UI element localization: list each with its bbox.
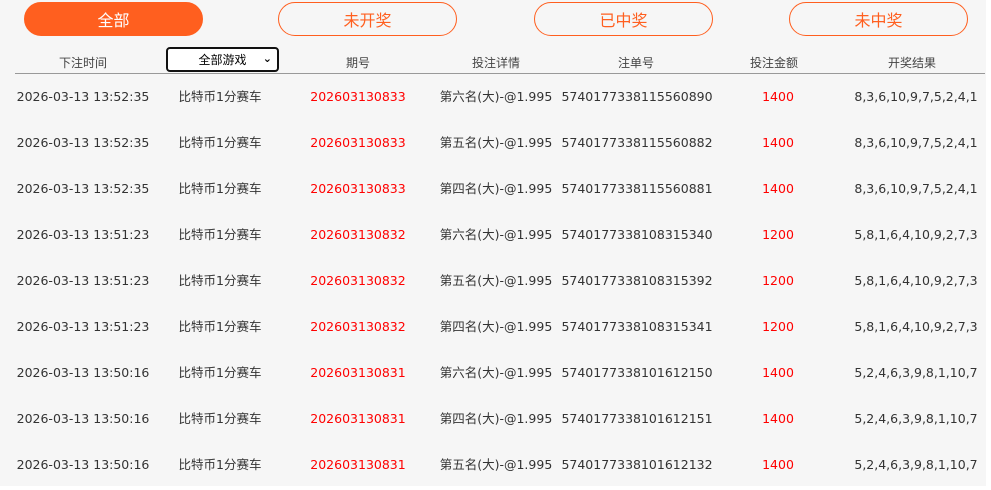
- cell-detail: 第六名(大)-@1.995: [439, 227, 553, 242]
- cell-order: 5740177338101612151: [561, 411, 713, 426]
- chevron-down-icon: ⌄: [262, 52, 272, 65]
- cell-detail: 第六名(大)-@1.995: [439, 365, 553, 380]
- cell-detail: 第四名(大)-@1.995: [439, 181, 553, 196]
- cell-order: 5740177338101612150: [561, 365, 713, 380]
- tab-pending[interactable]: 未开奖: [278, 2, 457, 36]
- table-row: 2026-03-13 13:51:23 比特币1分赛车 202603130832 第四…: [0, 304, 986, 350]
- cell-amount: 1400: [762, 89, 794, 104]
- cell-game: 比特币1分赛车: [178, 89, 262, 104]
- table-row: 2026-03-13 13:51:23 比特币1分赛车 202603130832 第五…: [0, 258, 986, 304]
- cell-detail: 第五名(大)-@1.995: [439, 135, 553, 150]
- cell-order: 5740177338108315392: [561, 273, 713, 288]
- cell-time: 2026-03-13 13:52:35: [16, 181, 150, 196]
- cell-period: 202603130831: [310, 411, 406, 426]
- header-result: 开奖结果: [887, 56, 937, 70]
- cell-period: 202603130833: [310, 89, 406, 104]
- cell-game: 比特币1分赛车: [178, 411, 262, 426]
- cell-detail: 第六名(大)-@1.995: [439, 89, 553, 104]
- table-row: 2026-03-13 13:52:35 比特币1分赛车 202603130833 第六…: [0, 74, 986, 120]
- cell-result: 5,8,1,6,4,10,9,2,7,3: [854, 227, 978, 242]
- cell-result: 8,3,6,10,9,7,5,2,4,1: [854, 135, 978, 150]
- cell-order: 5740177338115560882: [561, 135, 713, 150]
- cell-result: 5,2,4,6,3,9,8,1,10,7: [854, 457, 978, 472]
- cell-time: 2026-03-13 13:50:16: [16, 457, 150, 472]
- table-row: 2026-03-13 13:51:23 比特币1分赛车 202603130832 第六…: [0, 212, 986, 258]
- cell-period: 202603130832: [310, 227, 406, 242]
- cell-game: 比特币1分赛车: [178, 365, 262, 380]
- tab-lost[interactable]: 未中奖: [789, 2, 968, 36]
- cell-period: 202603130831: [310, 457, 406, 472]
- cell-amount: 1400: [762, 135, 794, 150]
- cell-amount: 1400: [762, 457, 794, 472]
- cell-time: 2026-03-13 13:51:23: [16, 319, 150, 334]
- cell-game: 比特币1分赛车: [178, 457, 262, 472]
- table-row: 2026-03-13 13:50:16 比特币1分赛车 202603130831 第四…: [0, 396, 986, 442]
- header-detail: 投注详情: [471, 56, 521, 70]
- cell-time: 2026-03-13 13:50:16: [16, 411, 150, 426]
- cell-time: 2026-03-13 13:52:35: [16, 135, 150, 150]
- cell-period: 202603130833: [310, 135, 406, 150]
- cell-result: 5,2,4,6,3,9,8,1,10,7: [854, 365, 978, 380]
- game-filter-value: 全部游戏: [198, 53, 247, 67]
- cell-amount: 1200: [762, 227, 794, 242]
- cell-game: 比特币1分赛车: [178, 273, 262, 288]
- table-row: 2026-03-13 13:50:16 比特币1分赛车 202603130831 第六…: [0, 350, 986, 396]
- cell-order: 5740177338108315341: [561, 319, 713, 334]
- table-row: 2026-03-13 13:52:35 比特币1分赛车 202603130833 第五…: [0, 120, 986, 166]
- cell-order: 5740177338115560881: [561, 181, 713, 196]
- cell-result: 8,3,6,10,9,7,5,2,4,1: [854, 89, 978, 104]
- cell-order: 5740177338115560890: [561, 89, 713, 104]
- cell-detail: 第五名(大)-@1.995: [439, 273, 553, 288]
- cell-game: 比特币1分赛车: [178, 227, 262, 242]
- cell-amount: 1400: [762, 411, 794, 426]
- cell-period: 202603130832: [310, 319, 406, 334]
- table-row: 2026-03-13 13:50:16 比特币1分赛车 202603130831 第五…: [0, 442, 986, 488]
- cell-result: 8,3,6,10,9,7,5,2,4,1: [854, 181, 978, 196]
- table-row: 2026-03-13 13:52:35 比特币1分赛车 202603130833 第四…: [0, 166, 986, 212]
- cell-period: 202603130831: [310, 365, 406, 380]
- cell-game: 比特币1分赛车: [178, 135, 262, 150]
- cell-amount: 1400: [762, 181, 794, 196]
- cell-amount: 1200: [762, 319, 794, 334]
- cell-game: 比特币1分赛车: [178, 181, 262, 196]
- cell-amount: 1200: [762, 273, 794, 288]
- cell-result: 5,2,4,6,3,9,8,1,10,7: [854, 411, 978, 426]
- cell-detail: 第四名(大)-@1.995: [439, 319, 553, 334]
- cell-order: 5740177338108315340: [561, 227, 713, 242]
- tab-all[interactable]: 全部: [24, 2, 203, 36]
- header-period: 期号: [345, 56, 371, 70]
- cell-result: 5,8,1,6,4,10,9,2,7,3: [854, 273, 978, 288]
- cell-detail: 第五名(大)-@1.995: [439, 457, 553, 472]
- cell-amount: 1400: [762, 365, 794, 380]
- cell-detail: 第四名(大)-@1.995: [439, 411, 553, 426]
- tab-won[interactable]: 已中奖: [534, 2, 713, 36]
- cell-time: 2026-03-13 13:51:23: [16, 273, 150, 288]
- cell-order: 5740177338101612132: [561, 457, 713, 472]
- cell-time: 2026-03-13 13:51:23: [16, 227, 150, 242]
- cell-game: 比特币1分赛车: [178, 319, 262, 334]
- cell-time: 2026-03-13 13:50:16: [16, 365, 150, 380]
- game-filter-select[interactable]: 全部游戏 ⌄: [166, 47, 279, 72]
- cell-period: 202603130833: [310, 181, 406, 196]
- cell-period: 202603130832: [310, 273, 406, 288]
- cell-result: 5,8,1,6,4,10,9,2,7,3: [854, 319, 978, 334]
- header-time: 下注时间: [58, 56, 108, 70]
- header-amount: 投注金额: [749, 56, 799, 70]
- header-order: 注单号: [617, 56, 655, 70]
- header-divider: [15, 73, 985, 74]
- cell-time: 2026-03-13 13:52:35: [16, 89, 150, 104]
